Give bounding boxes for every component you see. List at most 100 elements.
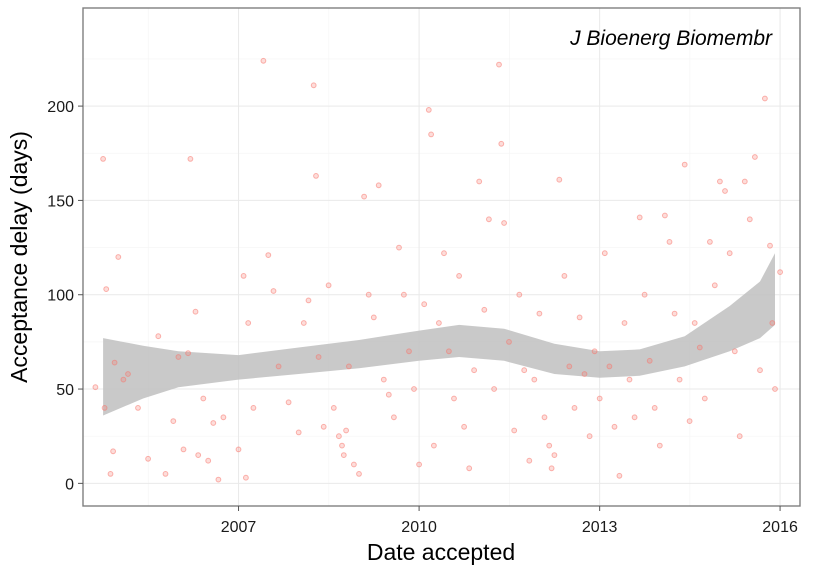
data-point [491, 386, 498, 392]
data-point [200, 395, 207, 402]
data-point [401, 291, 407, 298]
data-point [516, 291, 523, 298]
data-point [476, 178, 483, 185]
data-point [626, 376, 633, 383]
data-point [192, 308, 199, 315]
data-point [601, 250, 608, 257]
data-point [195, 452, 202, 459]
data-point [210, 420, 217, 426]
data-point [365, 291, 372, 298]
data-point [250, 405, 257, 411]
data-point [313, 173, 319, 179]
data-point [556, 176, 563, 183]
data-point [340, 452, 347, 459]
data-point [107, 471, 114, 477]
data-point [270, 288, 277, 294]
data-point [416, 461, 423, 468]
chart-annotation: J Bioenerg Biomembr [569, 27, 773, 50]
data-point [762, 95, 768, 102]
data-point [103, 286, 110, 293]
data-point [731, 348, 738, 355]
data-point [691, 320, 698, 326]
data-point [120, 376, 127, 383]
data-point [641, 291, 648, 298]
data-point [757, 367, 763, 374]
data-points [92, 57, 783, 483]
x-tick-label: 2007 [221, 519, 257, 536]
data-point [265, 252, 272, 259]
data-point [275, 363, 282, 370]
data-point [451, 395, 457, 402]
data-point [240, 273, 247, 279]
data-point [571, 405, 578, 411]
data-point [220, 414, 227, 421]
data-point [511, 427, 518, 434]
data-point [536, 310, 543, 317]
data-point [375, 182, 382, 189]
data-point [339, 442, 345, 449]
data-point [498, 140, 505, 147]
data-point [576, 314, 583, 321]
data-point [320, 423, 327, 430]
data-point [185, 350, 192, 357]
data-point [501, 220, 508, 226]
data-point [411, 386, 417, 392]
data-point [175, 354, 182, 360]
data-point [310, 82, 317, 89]
data-point [111, 359, 118, 366]
data-point [561, 273, 568, 279]
data-point [686, 418, 693, 425]
data-point [772, 386, 778, 392]
data-point [521, 367, 528, 374]
data-point [351, 461, 357, 468]
data-point [346, 363, 352, 370]
data-point [722, 188, 728, 194]
data-point [100, 156, 106, 162]
data-point [581, 371, 588, 377]
plot-panel-border [82, 7, 801, 507]
data-point [370, 314, 377, 321]
data-point [215, 476, 222, 483]
x-tick-label: 2013 [582, 519, 618, 536]
data-point [711, 282, 718, 289]
data-point [746, 216, 753, 223]
data-point [385, 391, 392, 398]
x-tick-label: 2016 [762, 519, 798, 536]
data-point [611, 423, 618, 430]
data-point [461, 423, 468, 430]
data-point [356, 471, 362, 477]
data-point [441, 250, 447, 257]
data-point [548, 465, 555, 472]
data-point [707, 239, 713, 245]
data-point [343, 427, 350, 434]
data-point [631, 414, 638, 421]
data-point [646, 357, 653, 364]
data-point [305, 297, 312, 304]
data-point [777, 269, 783, 276]
data-point [243, 474, 249, 481]
y-tick-label: 150 [47, 193, 74, 210]
data-point [391, 414, 397, 421]
data-point [481, 306, 488, 313]
data-point [726, 250, 733, 257]
data-point [145, 455, 152, 462]
data-point [336, 433, 342, 440]
x-axis-title: Date accepted [367, 539, 515, 565]
data-point [566, 363, 573, 370]
x-tick-label: 2010 [401, 519, 437, 536]
data-point [717, 178, 723, 185]
data-point [767, 242, 773, 249]
data-point [636, 214, 643, 221]
data-point [752, 154, 758, 160]
y-tick-label: 200 [47, 99, 74, 116]
y-tick-label: 0 [65, 476, 74, 493]
data-point [496, 61, 502, 68]
data-point [769, 320, 776, 326]
data-point [541, 414, 548, 421]
smooth-band [103, 253, 776, 416]
confidence-band [103, 253, 776, 416]
data-point [471, 367, 478, 374]
data-point [425, 107, 432, 113]
